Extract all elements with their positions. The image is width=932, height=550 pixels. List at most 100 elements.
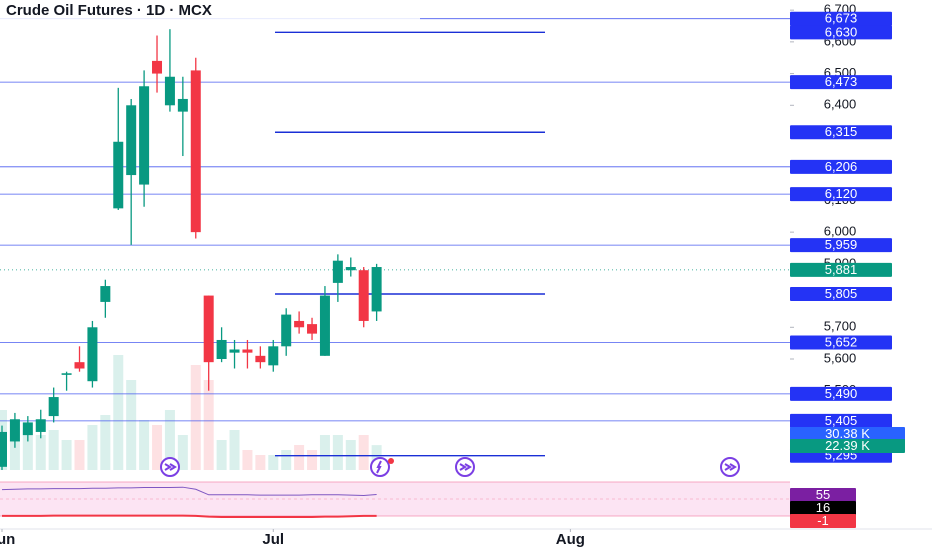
candle-body bbox=[164, 76, 175, 106]
candle-body bbox=[319, 295, 330, 356]
level-label-box bbox=[790, 335, 892, 350]
volume-bar bbox=[152, 425, 163, 470]
level-label: 5,652 bbox=[825, 334, 858, 349]
candle-body bbox=[9, 419, 20, 442]
volume-bar bbox=[358, 435, 369, 470]
x-tick-label: Jun bbox=[0, 531, 15, 548]
indicator-label-box bbox=[790, 514, 856, 528]
level-label-box bbox=[790, 286, 892, 301]
level-label: 6,473 bbox=[825, 74, 858, 89]
candle-body bbox=[203, 295, 214, 363]
candle-body bbox=[255, 355, 266, 363]
volume-bar bbox=[332, 435, 343, 470]
indicator-line bbox=[2, 514, 377, 518]
level-label: 5,405 bbox=[825, 413, 858, 428]
indicator-label-box bbox=[790, 488, 856, 502]
candle-body bbox=[74, 362, 85, 369]
candle-body bbox=[345, 267, 356, 271]
chart-title: Crude Oil Futures · 1D · MCX bbox=[6, 2, 212, 19]
volume-bar bbox=[113, 355, 124, 470]
volume-bar bbox=[190, 365, 201, 470]
level-label-box bbox=[790, 11, 892, 26]
level-label: 5,490 bbox=[825, 386, 858, 401]
candle-body bbox=[35, 419, 46, 432]
volume-bar bbox=[87, 425, 98, 470]
volume-bar bbox=[74, 440, 85, 470]
replay-icons bbox=[160, 457, 740, 477]
volume-bar bbox=[255, 455, 266, 470]
candle-body bbox=[268, 346, 279, 366]
x-tick-label: Aug bbox=[556, 531, 585, 548]
volume-label-box bbox=[790, 439, 905, 453]
volume-bar bbox=[371, 445, 382, 470]
volume-label: 22.39 K bbox=[825, 438, 870, 453]
level-label-box bbox=[790, 75, 892, 90]
candle-body bbox=[281, 314, 292, 347]
level-label: 6,206 bbox=[825, 159, 858, 174]
candle-body bbox=[139, 86, 150, 185]
level-label-box bbox=[790, 187, 892, 202]
candle-body bbox=[177, 98, 188, 112]
candle-body bbox=[371, 267, 382, 312]
volume-bar bbox=[139, 420, 150, 470]
indicator-pane bbox=[0, 482, 790, 516]
last-price-label: 5,881 bbox=[825, 262, 858, 277]
volume-bar bbox=[164, 410, 175, 470]
volume-bar bbox=[177, 435, 188, 470]
level-label-box bbox=[790, 413, 892, 428]
indicator-label: 16 bbox=[816, 500, 830, 515]
y-tick-label: 5,700 bbox=[824, 319, 857, 334]
level-label-box bbox=[790, 386, 892, 401]
volume-bar bbox=[229, 430, 240, 470]
volume-bar bbox=[242, 450, 253, 470]
volume-bar bbox=[294, 445, 305, 470]
x-tick-label: Jul bbox=[262, 531, 284, 548]
candle-body bbox=[22, 422, 33, 436]
volume-bar bbox=[268, 455, 279, 470]
level-label-box bbox=[790, 125, 892, 140]
title-bg bbox=[0, 0, 420, 22]
y-tick-label: 6,400 bbox=[824, 97, 857, 112]
volume-label-box bbox=[790, 427, 905, 441]
level-label-box bbox=[790, 25, 892, 40]
level-label: 6,630 bbox=[825, 24, 858, 39]
indicator-line bbox=[1, 486, 377, 497]
candle-body bbox=[190, 70, 201, 233]
candle-body bbox=[48, 397, 59, 417]
volume-bar bbox=[319, 435, 330, 470]
candle-body bbox=[294, 320, 305, 328]
volume-bar bbox=[203, 380, 214, 470]
indicator-label: -1 bbox=[817, 513, 829, 528]
level-label: 6,673 bbox=[825, 11, 858, 26]
level-label: 6,120 bbox=[825, 186, 858, 201]
volume-bar bbox=[216, 440, 227, 470]
volume-bar bbox=[100, 415, 111, 470]
candle-body bbox=[152, 60, 163, 74]
candle-body bbox=[332, 260, 343, 283]
candle-body bbox=[216, 339, 227, 360]
candle-body bbox=[100, 286, 111, 302]
level-label: 6,315 bbox=[825, 124, 858, 139]
volume-bar bbox=[281, 450, 292, 470]
last-price-label-box bbox=[790, 262, 892, 277]
volume-bar bbox=[35, 435, 46, 470]
candle-body bbox=[113, 141, 124, 209]
volume-bar bbox=[307, 450, 318, 470]
volume-bar bbox=[48, 430, 59, 470]
level-label: 5,959 bbox=[825, 237, 858, 252]
candle-body bbox=[126, 105, 137, 176]
level-label: 5,805 bbox=[825, 286, 858, 301]
candle-body bbox=[307, 324, 318, 334]
y-tick-label: 5,600 bbox=[824, 350, 857, 365]
y-tick-label: 6,000 bbox=[824, 224, 857, 239]
indicator-label: 55 bbox=[816, 487, 830, 502]
plot bbox=[0, 18, 790, 518]
candle-body bbox=[87, 327, 98, 382]
candle-body bbox=[229, 349, 240, 353]
volume-label: 30.38 K bbox=[825, 426, 870, 441]
volume-bar bbox=[345, 440, 356, 470]
level-label-box bbox=[790, 159, 892, 174]
volume-bar bbox=[126, 380, 137, 470]
